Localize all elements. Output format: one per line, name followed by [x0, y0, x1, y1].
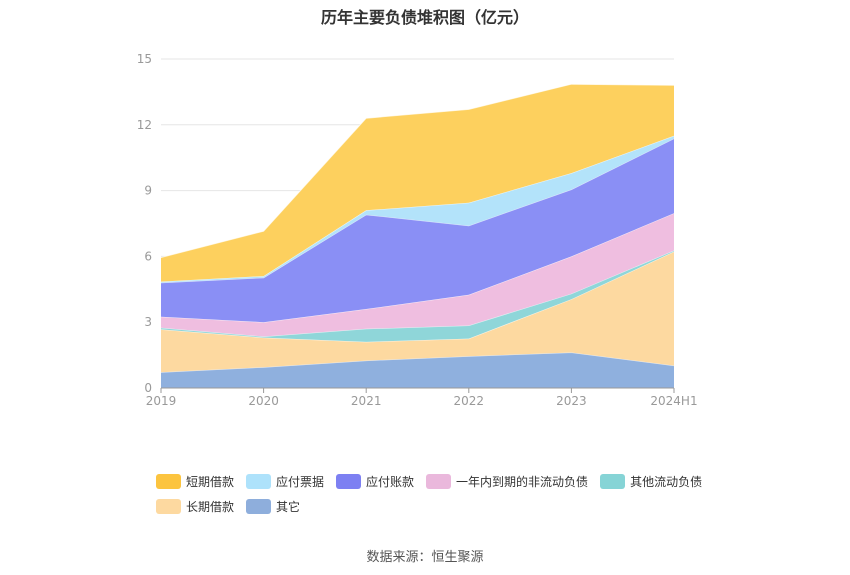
area-series: [161, 135, 674, 283]
legend-item[interactable]: 其他流动负债: [600, 473, 702, 490]
legend-item[interactable]: 一年内到期的非流动负债: [426, 473, 588, 490]
legend-item[interactable]: 短期借款: [156, 473, 234, 490]
legend-label: 其他流动负债: [630, 475, 703, 489]
y-tick-label: 3: [144, 315, 152, 329]
legend-item[interactable]: 应付账款: [336, 473, 414, 490]
legend-swatch: [246, 474, 272, 489]
area-series: [161, 251, 674, 373]
legend-item[interactable]: 其它: [246, 498, 300, 515]
y-tick-label: 6: [144, 249, 152, 263]
chart-title: 历年主要负债堆积图（亿元）: [320, 8, 529, 27]
legend: 短期借款 应付票据 应付账款 一年内到期的非流动负债 其他流动负债长期借款 其它: [156, 473, 716, 515]
area-series: [161, 84, 674, 282]
legend-label: 应付账款: [366, 475, 415, 489]
y-tick-label: 9: [144, 184, 152, 198]
y-tick-label: 15: [137, 52, 152, 66]
legend-swatch: [156, 499, 181, 514]
legend-item[interactable]: 长期借款: [156, 498, 234, 515]
legend-swatch: [600, 474, 626, 489]
area-series: [161, 213, 674, 337]
x-tick-label: 2022: [454, 394, 485, 408]
x-tick-label: 2019: [146, 394, 177, 408]
area-series-edge: [160, 83, 675, 258]
legend-swatch: [246, 499, 272, 514]
legend-swatch: [336, 474, 362, 489]
legend-label: 其它: [276, 500, 301, 514]
legend-label: 一年内到期的非流动负债: [456, 475, 589, 489]
area-series: [161, 352, 674, 388]
y-tick-label: 12: [137, 118, 152, 132]
x-tick-label: 2020: [248, 394, 279, 408]
area-series: [161, 138, 674, 323]
legend-label: 短期借款: [186, 475, 235, 489]
legend-swatch: [156, 474, 181, 489]
data-source: 数据来源：恒生聚源: [366, 550, 484, 565]
area-series: [161, 250, 674, 342]
y-tick-label: 0: [144, 381, 152, 395]
x-tick-label: 2021: [351, 394, 382, 408]
legend-item[interactable]: 应付票据: [246, 473, 324, 490]
legend-label: 长期借款: [186, 500, 235, 514]
legend-label: 应付票据: [276, 475, 325, 489]
x-tick-label: 2024H1: [650, 394, 697, 408]
legend-swatch: [426, 474, 452, 489]
x-tick-label: 2023: [556, 394, 587, 408]
